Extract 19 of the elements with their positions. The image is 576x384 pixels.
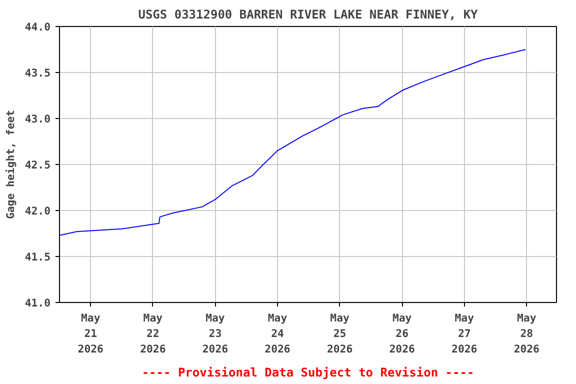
x-tick-label: May 26 2026 xyxy=(389,312,415,356)
y-tick-label: 43.0 xyxy=(24,112,51,126)
x-tick-label: May 23 2026 xyxy=(202,312,228,356)
y-tick-label: 41.5 xyxy=(24,250,51,264)
y-axis-title: Gage height, feet xyxy=(4,110,17,220)
y-tick-label: 42.0 xyxy=(24,204,51,218)
text: ---- Provisional Data Subject to Revision ---- xyxy=(142,366,474,380)
x-tick-label: May 21 2026 xyxy=(78,312,104,356)
x-tick-label: May 27 2026 xyxy=(452,312,478,356)
x-tick-label: May 28 2026 xyxy=(514,312,540,356)
x-tick-label: May 24 2026 xyxy=(264,312,290,356)
y-tick-label: 44.0 xyxy=(24,20,51,34)
chart-title: USGS 03312900 BARREN RIVER LAKE NEAR FINNEY, KY xyxy=(138,8,479,22)
y-tick-label: 42.5 xyxy=(24,158,51,172)
y-tick-label: 43.5 xyxy=(24,66,51,80)
x-tick-label: May 22 2026 xyxy=(140,312,166,356)
line-series xyxy=(60,49,526,236)
y-tick-label: 41.0 xyxy=(24,296,51,310)
x-tick-label: May 25 2026 xyxy=(326,312,353,356)
